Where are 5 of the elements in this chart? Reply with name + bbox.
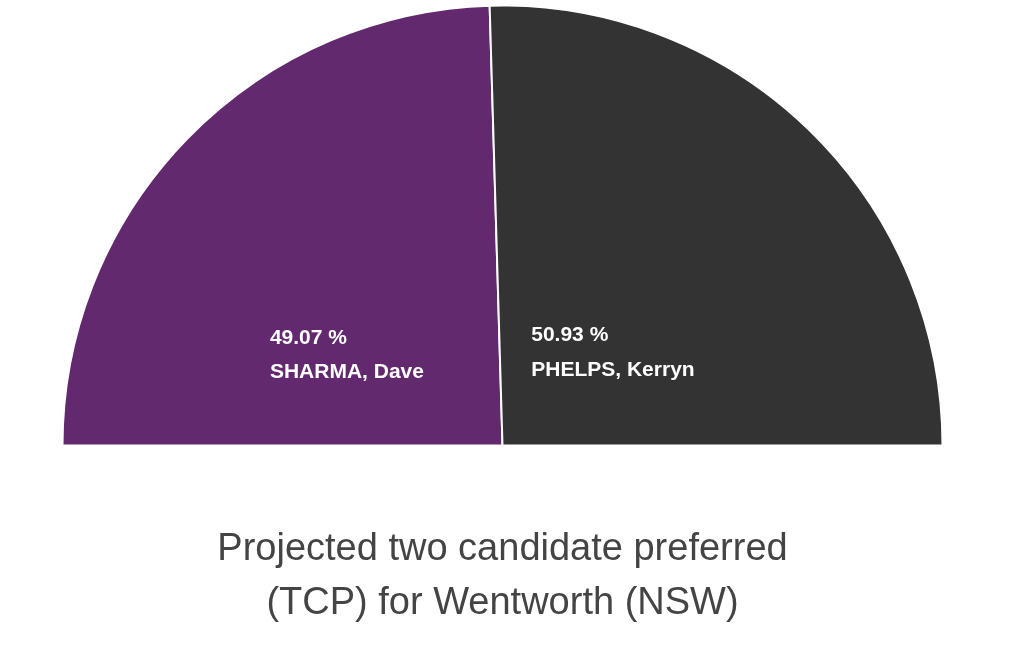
slice-label: PHELPS, Kerryn — [531, 356, 695, 380]
slice-label: SHARMA, Dave — [269, 359, 424, 383]
text: Projected two candidate preferred (TCP) for Wentworth (NSW) — [217, 525, 788, 623]
data-label: 49.07 % — [269, 324, 348, 348]
data-label: 50.93 % — [531, 322, 609, 346]
